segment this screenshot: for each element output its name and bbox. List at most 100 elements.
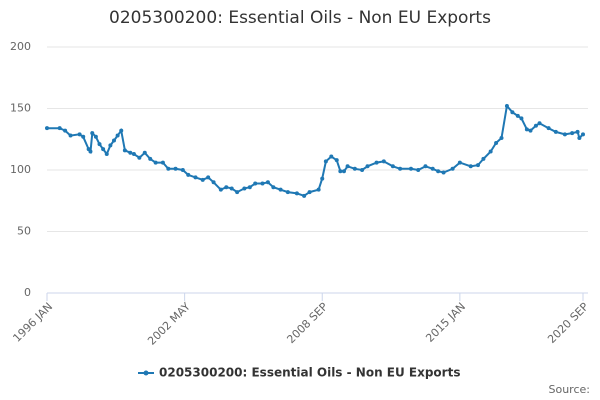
point xyxy=(307,190,312,195)
point xyxy=(423,164,428,169)
point xyxy=(488,149,493,154)
point xyxy=(63,128,68,133)
point xyxy=(398,166,403,171)
point xyxy=(360,168,365,172)
point xyxy=(224,185,229,190)
point xyxy=(186,172,191,177)
point xyxy=(436,169,441,174)
point xyxy=(57,126,62,131)
x-tick-label: 2008 SEP xyxy=(284,300,330,346)
point xyxy=(481,156,486,161)
point xyxy=(97,142,102,147)
point xyxy=(533,123,538,128)
point xyxy=(323,159,328,164)
point xyxy=(499,136,504,141)
point xyxy=(441,170,446,175)
y-tick-label: 50 xyxy=(17,225,31,238)
point xyxy=(581,132,585,137)
point xyxy=(457,160,462,165)
point xyxy=(334,158,339,163)
point xyxy=(537,121,542,126)
point xyxy=(352,166,357,171)
y-tick-label: 0 xyxy=(24,286,31,299)
point xyxy=(68,133,73,138)
point xyxy=(265,180,270,185)
point xyxy=(131,152,136,157)
point xyxy=(294,191,299,196)
point xyxy=(408,166,413,171)
x-tick-label: 2002 MAY xyxy=(145,300,193,348)
point xyxy=(374,160,379,165)
point xyxy=(137,155,142,160)
point xyxy=(345,164,350,169)
point xyxy=(115,133,120,138)
point xyxy=(562,132,567,137)
y-tick-label: 100 xyxy=(10,163,31,176)
point xyxy=(450,166,455,171)
point xyxy=(260,181,265,186)
source: Source: xyxy=(549,383,591,396)
point xyxy=(524,127,529,132)
point xyxy=(77,132,82,137)
point xyxy=(242,186,247,191)
point xyxy=(381,159,386,164)
x-tick-label: 1996 JAN xyxy=(10,300,55,345)
point xyxy=(390,164,395,169)
point xyxy=(278,187,283,192)
point xyxy=(515,113,520,118)
x-tick-label: 2020 SEP xyxy=(545,300,591,346)
point xyxy=(180,168,185,172)
point xyxy=(45,126,49,131)
y-tick-label: 150 xyxy=(10,102,31,115)
point xyxy=(285,190,290,195)
point xyxy=(247,185,252,190)
point xyxy=(206,175,211,180)
point xyxy=(575,129,580,134)
point xyxy=(104,152,109,157)
point xyxy=(193,175,198,180)
point xyxy=(93,134,98,139)
point xyxy=(504,104,509,109)
point xyxy=(553,129,558,134)
point xyxy=(229,186,234,191)
legend-marker xyxy=(143,370,149,376)
point xyxy=(200,177,205,182)
y-tick-label: 200 xyxy=(10,40,31,53)
point xyxy=(416,168,421,172)
point xyxy=(112,138,116,143)
point xyxy=(108,143,113,148)
point xyxy=(211,180,216,185)
point xyxy=(90,131,95,136)
point xyxy=(475,163,480,168)
point xyxy=(160,160,165,165)
point xyxy=(119,128,124,133)
point xyxy=(546,126,551,131)
point xyxy=(510,110,515,115)
point xyxy=(153,160,158,165)
point xyxy=(494,140,499,145)
point xyxy=(218,187,223,192)
point xyxy=(101,147,106,152)
point xyxy=(320,176,325,181)
point xyxy=(316,187,321,192)
point xyxy=(577,136,582,141)
point xyxy=(235,190,240,195)
point xyxy=(365,164,370,169)
point xyxy=(570,131,575,136)
legend-label: 0205300200: Essential Oils - Non EU Expo… xyxy=(159,366,460,380)
point xyxy=(253,181,258,186)
point xyxy=(122,148,127,153)
point xyxy=(430,166,435,171)
point xyxy=(166,166,171,171)
point xyxy=(528,128,533,133)
series-line xyxy=(47,103,584,197)
point xyxy=(519,116,524,121)
point xyxy=(128,150,133,155)
x-tick-label: 2015 JAN xyxy=(423,300,468,345)
point xyxy=(338,169,343,174)
chart-title: 0205300200: Essential Oils - Non EU Expo… xyxy=(109,8,491,28)
point xyxy=(88,149,93,154)
point xyxy=(148,156,153,161)
point xyxy=(341,169,346,174)
